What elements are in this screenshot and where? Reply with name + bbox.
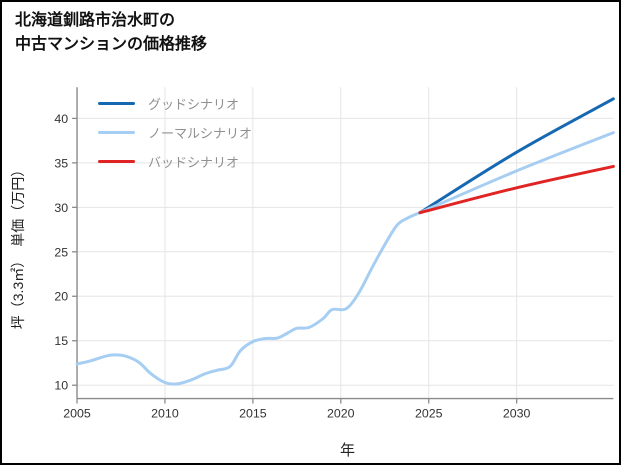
y-axis-label: 坪（3.3㎡） 単価（万円） [10, 162, 26, 330]
x-tick-label: 2010 [151, 406, 179, 420]
legend-label-good-scenario: グッドシナリオ [148, 97, 240, 112]
series-line-bad [418, 164, 615, 215]
legend-label-normal-scenario: ノーマルシナリオ [148, 126, 253, 141]
y-tick-label: 30 [54, 201, 68, 215]
series-line-good [418, 97, 615, 215]
bad-scenario-line-swatch [98, 160, 135, 163]
legend-item-bad-scenario: バッドシナリオ [98, 152, 252, 171]
chart-title-line2: 中古マンションの価格推移 [15, 36, 208, 53]
y-tick-label: 35 [54, 156, 68, 170]
chart-title: 北海道釧路市治水町の 中古マンションの価格推移 [15, 9, 207, 57]
normal-scenario-line-swatch [98, 131, 135, 134]
series-line-normal [418, 131, 615, 215]
y-tick-label: 15 [54, 334, 68, 348]
x-tick-label: 2015 [239, 406, 267, 420]
x-axis-label: 年 [339, 442, 355, 459]
x-tick-label: 2030 [503, 406, 531, 420]
y-tick-label: 40 [54, 112, 68, 126]
legend: グッドシナリオ ノーマルシナリオ バッドシナリオ [98, 94, 252, 171]
good-scenario-line-swatch [98, 102, 135, 105]
legend-item-normal-scenario: ノーマルシナリオ [98, 123, 252, 142]
chart-title-line1: 北海道釧路市治水町の [15, 12, 176, 29]
y-tick-label: 20 [54, 290, 68, 304]
y-tick-label: 10 [54, 379, 68, 393]
legend-item-good-scenario: グッドシナリオ [98, 94, 252, 113]
series-line-history [75, 211, 422, 386]
x-tick-label: 2025 [415, 406, 443, 420]
y-tick-label: 25 [54, 245, 68, 259]
x-tick-label: 2005 [63, 406, 91, 420]
x-tick-label: 2020 [327, 406, 355, 420]
legend-label-bad-scenario: バッドシナリオ [148, 155, 240, 170]
